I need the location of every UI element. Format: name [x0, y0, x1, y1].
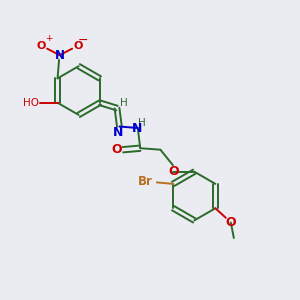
Text: N: N	[55, 49, 64, 62]
Text: H: H	[138, 118, 146, 128]
Text: O: O	[226, 216, 236, 229]
Text: HO: HO	[23, 98, 39, 108]
Text: O: O	[74, 41, 83, 51]
Text: O: O	[37, 41, 46, 51]
Text: Br: Br	[137, 175, 152, 188]
Text: −: −	[78, 34, 89, 47]
Text: N: N	[131, 122, 142, 135]
Text: H: H	[120, 98, 128, 108]
Text: O: O	[111, 142, 122, 156]
Text: N: N	[113, 126, 123, 139]
Text: O: O	[169, 165, 179, 178]
Text: +: +	[45, 34, 52, 43]
